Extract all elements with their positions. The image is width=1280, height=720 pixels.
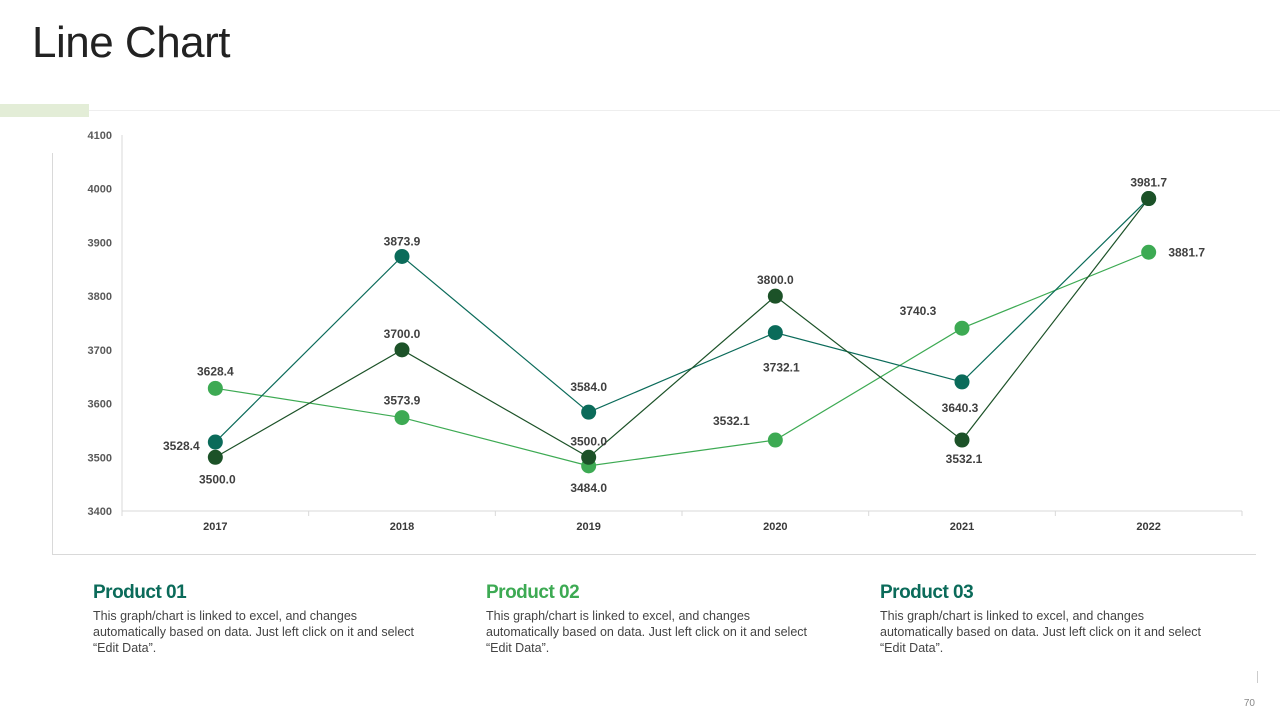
y-tick-label: 3700 [88, 345, 112, 357]
product-01-block: Product 01 This graph/chart is linked to… [93, 582, 423, 656]
data-point-product-01 [394, 248, 410, 264]
data-label: 3500.0 [570, 434, 607, 448]
product-03-block: Product 03 This graph/chart is linked to… [880, 582, 1210, 656]
product-01-description: This graph/chart is linked to excel, and… [93, 609, 415, 655]
product-03-description: This graph/chart is linked to excel, and… [880, 609, 1202, 655]
data-label: 3484.0 [570, 481, 607, 495]
product-02-description: This graph/chart is linked to excel, and… [486, 609, 808, 655]
title-accent-bar [0, 104, 89, 117]
data-label: 3528.4 [163, 439, 200, 453]
data-label: 3873.9 [384, 234, 421, 248]
y-tick-label: 3400 [88, 506, 112, 518]
series-line-product-03 [215, 198, 1150, 459]
x-tick-label: 2022 [1136, 521, 1160, 533]
data-label: 3732.1 [763, 361, 800, 375]
series-line-product-01 [214, 198, 1150, 443]
data-label: 3500.0 [199, 472, 236, 486]
series-line-product-02 [215, 251, 1149, 467]
y-tick-label: 3500 [88, 452, 112, 464]
data-point-product-02 [394, 410, 410, 426]
x-tick-label: 2021 [950, 521, 974, 533]
title-divider [89, 110, 1280, 111]
data-point-product-02 [767, 432, 783, 448]
data-point-product-01 [581, 404, 597, 420]
y-tick-label: 4000 [88, 184, 112, 196]
product-02-block: Product 02 This graph/chart is linked to… [486, 582, 816, 656]
y-tick-label: 3600 [88, 399, 112, 411]
product-03-title: Product 03 [880, 582, 974, 603]
x-tick-label: 2019 [576, 521, 600, 533]
data-point-product-03 [394, 342, 410, 358]
chart-frame-left [52, 153, 53, 555]
data-label: 3573.9 [384, 394, 421, 408]
data-label: 3640.3 [942, 401, 979, 415]
x-tick-label: 2020 [763, 521, 787, 533]
data-label: 3584.0 [570, 380, 607, 394]
data-point-product-03 [1141, 191, 1157, 207]
page-title: Line Chart [32, 18, 231, 67]
x-tick-label: 2018 [390, 521, 414, 533]
data-label: 3800.0 [757, 273, 794, 287]
data-point-product-03 [207, 449, 223, 465]
product-01-title: Product 01 [93, 582, 187, 603]
product-02-title: Product 02 [486, 582, 580, 603]
data-label: 3628.4 [197, 364, 234, 378]
data-label: 3532.1 [946, 452, 983, 466]
data-point-product-01 [207, 434, 223, 450]
data-point-product-03 [767, 288, 783, 304]
y-tick-label: 4100 [88, 130, 112, 142]
data-point-product-01 [767, 325, 783, 341]
data-label: 3532.1 [713, 414, 750, 428]
x-tick-label: 2017 [203, 521, 227, 533]
page-number: 70 [1243, 698, 1255, 709]
y-tick-label: 3900 [88, 237, 112, 249]
data-label: 3881.7 [1168, 245, 1205, 259]
data-point-product-02 [207, 380, 223, 396]
data-point-product-01 [954, 374, 970, 390]
data-point-product-03 [954, 432, 970, 448]
data-point-product-02 [1141, 244, 1157, 260]
data-point-product-02 [954, 320, 970, 336]
data-label: 3700.0 [384, 327, 421, 341]
side-tick [1257, 671, 1258, 683]
chart-frame-bottom [52, 554, 1256, 555]
data-label: 3740.3 [900, 304, 937, 318]
data-label: 3981.7 [1130, 176, 1167, 190]
y-tick-label: 3800 [88, 291, 112, 303]
data-point-product-03 [581, 449, 597, 465]
